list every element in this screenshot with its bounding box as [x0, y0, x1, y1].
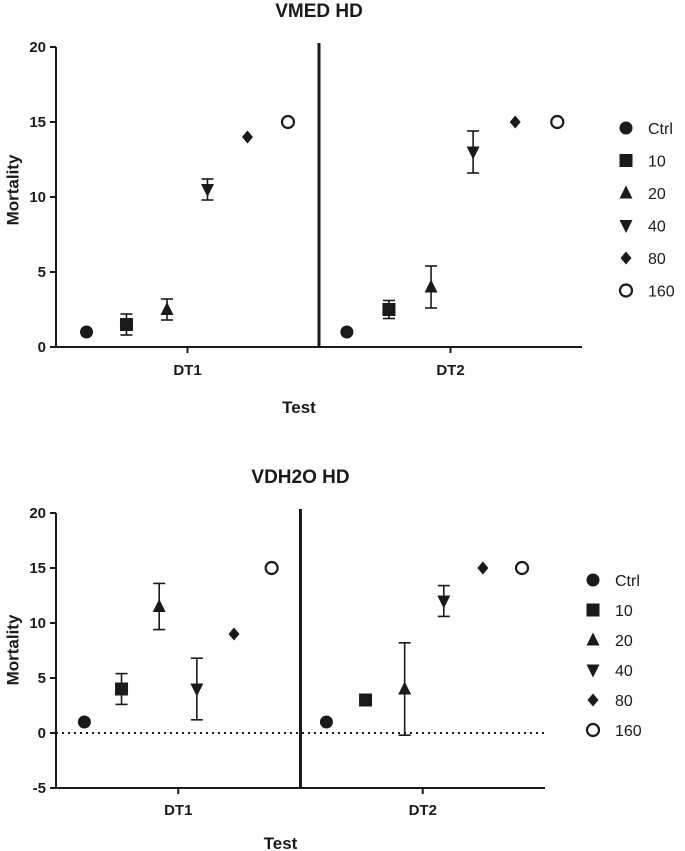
x-tick-label: DT1	[164, 802, 192, 819]
data-point	[466, 146, 480, 160]
y-tick-label: 15	[29, 114, 46, 131]
chart-1: VMED HD 0 5 10 15 20 DT1 DT2 Test Mortality Ctrl 10…	[3, 1, 674, 417]
y-tick-label: 10	[29, 615, 46, 632]
legend-marker	[587, 693, 599, 707]
x-axis-label: Test	[264, 834, 298, 851]
y-tick-label: 20	[29, 505, 46, 522]
data-point	[398, 681, 412, 695]
data-point	[152, 599, 166, 612]
legend-marker	[620, 251, 632, 265]
data-point	[119, 318, 133, 331]
legend-label: 10	[648, 154, 666, 171]
data-point	[437, 595, 451, 609]
data-point	[319, 715, 333, 729]
data-point	[77, 715, 91, 729]
legend-label: 20	[648, 186, 666, 203]
legend-label: Ctrl	[615, 573, 640, 590]
y-tick-label: 5	[38, 264, 46, 281]
y-tick-label: -5	[33, 780, 46, 797]
data-point	[80, 325, 94, 339]
data-point	[190, 683, 204, 697]
legend-marker	[586, 603, 600, 617]
chart-2: VDH2O HD -5 0 5 10 15 20 DT1 DT2 Test Mortality Ctr…	[3, 467, 641, 851]
data-point	[160, 302, 174, 315]
legend-marker	[619, 121, 633, 135]
x-tick-label: DT2	[436, 362, 464, 379]
legend-label: 40	[615, 663, 633, 680]
data-point	[514, 560, 530, 576]
x-tick-label: DT2	[409, 802, 437, 819]
legend-marker	[619, 220, 633, 233]
y-tick-label: 5	[38, 670, 46, 687]
legend-marker	[619, 154, 633, 167]
y-tick-label: 0	[38, 725, 46, 742]
chart-title: VDH2O HD	[251, 467, 349, 488]
legend-label: 20	[615, 633, 633, 650]
legend-label: 40	[648, 219, 666, 236]
legend-label: 80	[648, 251, 666, 268]
data-point	[115, 682, 129, 696]
data-point	[382, 303, 396, 316]
x-tick-label: DT1	[173, 362, 201, 379]
legend-label: 160	[615, 723, 642, 740]
y-tick-label: 20	[29, 39, 46, 56]
legend-marker	[619, 185, 633, 199]
legend-marker	[618, 283, 634, 298]
legend-marker	[586, 632, 600, 646]
legend-label: 80	[615, 693, 633, 710]
chart-title: VMED HD	[275, 1, 363, 22]
legend-marker	[586, 573, 600, 587]
legend-marker	[585, 722, 601, 738]
y-axis-label: Mortality	[3, 154, 22, 225]
data-point	[477, 561, 489, 575]
legend-label: 160	[648, 284, 675, 301]
legend-label: Ctrl	[648, 121, 673, 138]
y-tick-label: 15	[29, 560, 46, 577]
x-axis-label: Test	[282, 398, 316, 417]
legend-marker	[586, 664, 600, 678]
y-tick-label: 0	[38, 339, 46, 356]
data-point	[359, 693, 373, 707]
data-point	[280, 114, 296, 130]
data-point	[340, 325, 354, 339]
data-point	[241, 130, 253, 144]
legend-label: 10	[615, 603, 633, 620]
data-point	[228, 627, 240, 641]
data-point	[200, 184, 214, 197]
y-tick-label: 10	[29, 189, 46, 206]
y-axis-label: Mortality	[3, 614, 22, 685]
data-point	[424, 279, 438, 293]
data-point	[264, 560, 279, 576]
data-point	[550, 114, 565, 130]
data-point	[509, 115, 521, 129]
